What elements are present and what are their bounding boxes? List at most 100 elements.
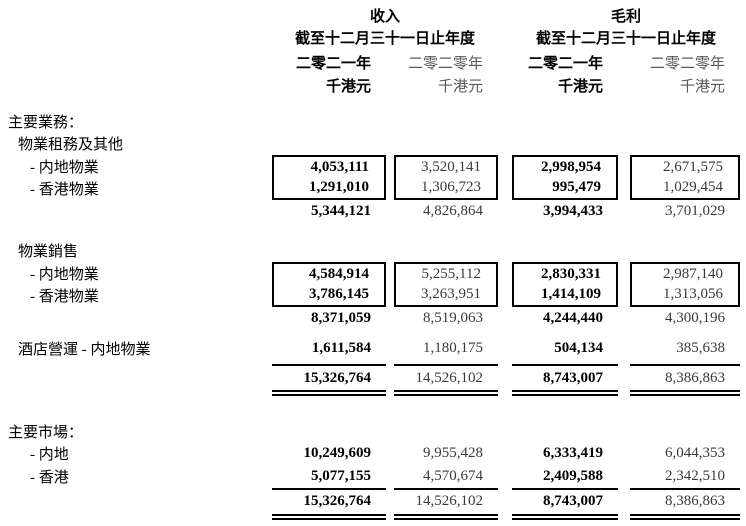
subtotal-cell: 4,826,864: [423, 202, 483, 219]
section-property-leasing-row: 物業租務及其他: [0, 133, 746, 156]
gross-profit-2020-column-header: 二零二零年: [649, 56, 725, 72]
value-cell: 1,313,056: [630, 284, 740, 307]
gross-profit-2020-unit-header: 千港元: [679, 79, 725, 95]
table-header: 收入 截至十二月三十一日止年度 毛利 截至十二月三十一日止年度: [0, 0, 746, 51]
value-cell: 995,479: [512, 177, 618, 200]
sales-subtotal-row: 8,371,059 8,519,063 4,244,440 4,300,196: [0, 307, 746, 330]
value-cell: 2,998,954: [512, 155, 618, 178]
value-cell: 1,180,175: [423, 340, 483, 357]
leasing-subtotal-row: 5,344,121 4,826,864 3,994,433 3,701,029: [0, 200, 746, 223]
value-cell: 4,053,111: [272, 155, 386, 178]
value-cell: 504,134: [554, 340, 603, 357]
value-cell: 1,414,109: [512, 284, 618, 307]
value-cell: 10,249,609: [303, 445, 372, 462]
empty-label-cell: [0, 74, 272, 97]
row-label: - 香港: [30, 469, 69, 486]
subtotal-cell: 3,994,433: [543, 202, 603, 219]
revenue-header-group: 收入 截至十二月三十一日止年度: [272, 6, 498, 51]
total-cell: 14,526,102: [394, 487, 498, 520]
section-name: 物業銷售: [18, 244, 79, 261]
value-cell: 2,671,575: [630, 155, 740, 178]
value-cell: 1,306,723: [394, 177, 498, 200]
unit-header-row: 千港元 千港元 千港元 千港元: [0, 74, 746, 97]
revenue-2021-unit-header: 千港元: [325, 79, 371, 95]
section-property-sales-row: 物業銷售: [0, 240, 746, 263]
value-cell: 1,029,454: [630, 177, 740, 200]
section-name: 物業租務及其他: [18, 137, 124, 154]
gross-profit-period-label: 截至十二月三十一日止年度: [535, 31, 716, 47]
business-total-row: 15,326,764 14,526,102 8,743,007 8,386,86…: [0, 364, 746, 396]
section-gap: [0, 396, 746, 420]
value-cell: 6,044,353: [665, 445, 725, 462]
revenue-title: 收入: [369, 9, 400, 25]
gross-profit-header-group: 毛利 截至十二月三十一日止年度: [512, 6, 740, 51]
total-cell: 8,386,863: [630, 487, 740, 520]
value-cell: 3,786,145: [272, 284, 386, 307]
row-label: - 内地物業: [30, 159, 99, 176]
revenue-2020-column-header: 二零二零年: [407, 56, 483, 72]
header-label-spacer: [0, 6, 272, 51]
hotel-operation-row: 酒店營運 - 内地物業 1,611,584 1,180,175 504,134 …: [0, 338, 746, 361]
value-cell: 4,584,914: [272, 262, 386, 285]
gross-profit-2021-column-header: 二零二一年: [527, 56, 603, 72]
row-label: - 香港物業: [30, 182, 99, 199]
main-business-heading: 主要業務：: [8, 114, 84, 131]
value-cell: 5,255,112: [394, 262, 498, 285]
value-cell: 385,638: [676, 340, 725, 357]
empty-label-cell: [0, 364, 272, 396]
year-header-row: 二零二一年 二零二零年 二零二一年 二零二零年: [0, 51, 746, 74]
subtotal-cell: 5,344,121: [311, 202, 371, 219]
revenue-2021-column-header: 二零二一年: [295, 56, 371, 72]
market-hongkong-row: - 香港 5,077,155 4,570,674 2,409,588 2,342…: [0, 465, 746, 488]
value-cell: 3,263,951: [394, 284, 498, 307]
total-cell: 8,743,007: [512, 487, 618, 520]
sales-mainland-row: - 内地物業 4,584,914 5,255,112 2,830,331 2,9…: [0, 262, 746, 285]
sales-hongkong-row: - 香港物業 3,786,145 3,263,951 1,414,109 1,3…: [0, 284, 746, 307]
table-body: 主要業務： 物業租務及其他 - 内地物業 4,053,111 3,520,141…: [0, 110, 746, 520]
subtotal-cell: 8,519,063: [423, 309, 483, 326]
leasing-hongkong-row: - 香港物業 1,291,010 1,306,723 995,479 1,029…: [0, 177, 746, 200]
value-cell: 3,520,141: [394, 155, 498, 178]
total-cell: 8,743,007: [512, 364, 618, 396]
value-cell: 6,333,419: [543, 445, 603, 462]
empty-label-cell: [0, 200, 272, 223]
total-cell: 15,326,764: [272, 487, 386, 520]
row-label: 酒店營運 - 内地物業: [18, 342, 151, 359]
row-label: - 内地物業: [30, 266, 99, 283]
value-cell: 2,409,588: [543, 467, 603, 484]
total-cell: 14,526,102: [394, 364, 498, 396]
empty-label-cell: [0, 488, 272, 520]
value-cell: 1,611,584: [311, 340, 371, 357]
gross-profit-title: 毛利: [610, 9, 641, 25]
row-label: - 香港物業: [30, 289, 99, 306]
revenue-period-label: 截至十二月三十一日止年度: [294, 31, 475, 47]
value-cell: 9,955,428: [423, 445, 483, 462]
gross-profit-2021-unit-header: 千港元: [557, 79, 603, 95]
empty-label-cell: [0, 307, 272, 330]
leasing-mainland-row: - 内地物業 4,053,111 3,520,141 2,998,954 2,6…: [0, 155, 746, 178]
market-total-row: 15,326,764 14,526,102 8,743,007 8,386,86…: [0, 487, 746, 520]
total-cell: 15,326,764: [272, 364, 386, 396]
subtotal-cell: 8,371,059: [311, 309, 371, 326]
revenue-2020-unit-header: 千港元: [437, 79, 483, 95]
subtotal-cell: 4,300,196: [665, 309, 725, 326]
market-mainland-row: - 内地 10,249,609 9,955,428 6,333,419 6,04…: [0, 443, 746, 466]
main-business-heading-row: 主要業務：: [0, 110, 746, 133]
value-cell: 1,291,010: [272, 177, 386, 200]
value-cell: 2,342,510: [665, 467, 725, 484]
section-gap: [0, 223, 746, 240]
value-cell: 2,987,140: [630, 262, 740, 285]
empty-label-cell: [0, 51, 272, 74]
main-market-heading: 主要市場：: [8, 424, 84, 441]
section-gap: [0, 330, 746, 338]
row-label: - 内地: [30, 447, 69, 464]
total-cell: 8,386,863: [630, 364, 740, 396]
subtotal-cell: 3,701,029: [665, 202, 725, 219]
header-group-gap: [498, 6, 512, 51]
value-cell: 5,077,155: [311, 467, 371, 484]
value-cell: 2,830,331: [512, 262, 618, 285]
main-market-heading-row: 主要市場：: [0, 420, 746, 443]
subtotal-cell: 4,244,440: [543, 309, 603, 326]
value-cell: 4,570,674: [423, 467, 483, 484]
